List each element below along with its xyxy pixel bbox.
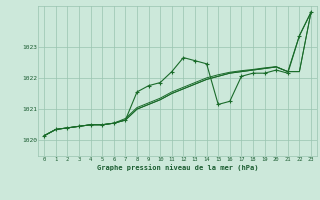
X-axis label: Graphe pression niveau de la mer (hPa): Graphe pression niveau de la mer (hPa) — [97, 164, 258, 171]
